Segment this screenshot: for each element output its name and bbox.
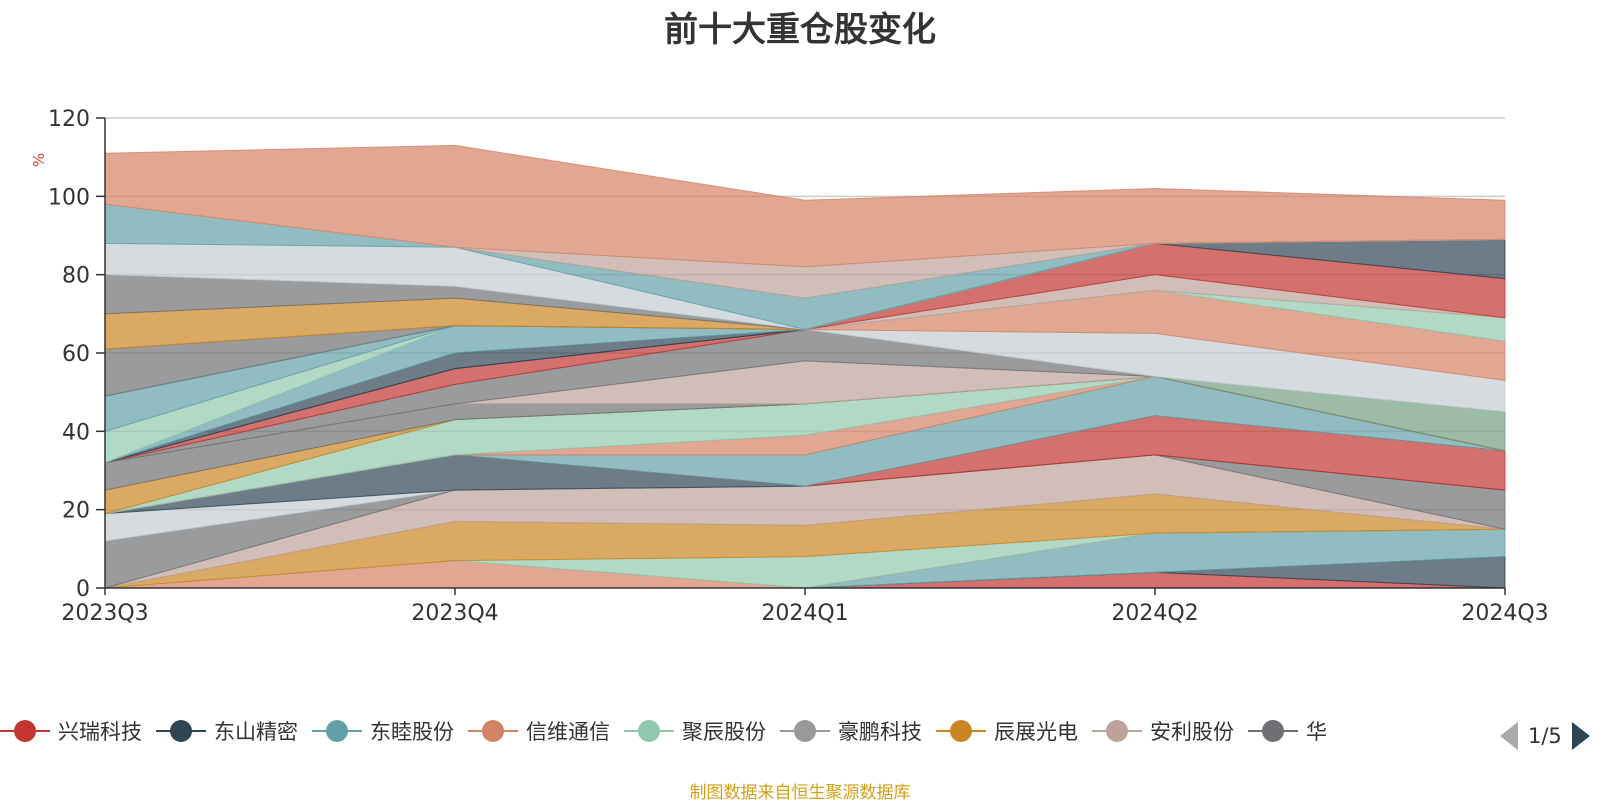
legend-marker-icon [1092, 719, 1142, 743]
legend-marker-icon [0, 719, 50, 743]
legend-pager: 1/5 [1500, 718, 1590, 754]
prev-page-icon[interactable] [1500, 722, 1518, 750]
x-tick-label: 2024Q1 [761, 601, 848, 626]
y-tick-label: 100 [48, 185, 90, 210]
legend-item[interactable]: 东山精密 [156, 716, 298, 746]
y-tick-label: 40 [62, 420, 90, 445]
y-tick-label: 80 [62, 264, 90, 289]
legend-item[interactable]: 安利股份 [1092, 716, 1234, 746]
next-page-icon[interactable] [1571, 722, 1590, 750]
legend-item[interactable]: 辰展光电 [936, 716, 1078, 746]
legend-marker-icon [1248, 719, 1298, 743]
legend-label: 信维通信 [526, 720, 610, 744]
x-tick-label: 2024Q3 [1461, 601, 1548, 626]
legend-label: 辰展光电 [994, 720, 1078, 744]
x-tick-label: 2023Q4 [411, 601, 498, 626]
area-layer [104, 144, 1506, 589]
legend-marker-icon [156, 719, 206, 743]
legend-label: 豪鹏科技 [838, 720, 922, 744]
legend-item[interactable]: 豪鹏科技 [780, 716, 922, 746]
axis-layer: 0 20 40 60 80 100 120 2023Q3 2023Q4 2024Q1 2024Q2 2… [30, 107, 1549, 626]
legend: 兴瑞科技 东山精密 东睦股份 信维通信 聚辰股份 豪鹏科技 辰展光电 安利股份 华 [0, 716, 1480, 752]
legend-marker-icon [624, 719, 674, 743]
legend-marker-icon [312, 719, 362, 743]
y-tick-label: 60 [62, 342, 90, 367]
y-tick-label: 0 [76, 577, 90, 602]
legend-marker-icon [936, 719, 986, 743]
legend-item[interactable]: 兴瑞科技 [0, 716, 142, 746]
y-tick-label: 20 [62, 499, 90, 524]
legend-item[interactable]: 东睦股份 [312, 716, 454, 746]
legend-item[interactable]: 信维通信 [468, 716, 610, 746]
x-tick-label: 2023Q3 [61, 601, 148, 626]
chart-title: 前十大重仓股变化 [664, 10, 936, 50]
source-note: 制图数据来自恒生聚源数据库 [689, 783, 911, 803]
legend-marker-icon [468, 719, 518, 743]
legend-label: 东睦股份 [370, 720, 454, 744]
legend-page-indicator: 1/5 [1528, 724, 1562, 748]
legend-marker-icon [780, 719, 830, 743]
legend-label: 东山精密 [214, 720, 298, 744]
legend-label: 安利股份 [1150, 720, 1234, 744]
legend-label: 兴瑞科技 [58, 720, 142, 744]
legend-item[interactable]: 华 [1248, 716, 1327, 746]
x-tick-label: 2024Q2 [1111, 601, 1198, 626]
legend-label: 华 [1306, 720, 1327, 744]
y-axis-label: % [30, 153, 48, 167]
area-series [104, 144, 1506, 268]
legend-label: 聚辰股份 [682, 720, 766, 744]
legend-item[interactable]: 聚辰股份 [624, 716, 766, 746]
y-tick-label: 120 [48, 107, 90, 132]
